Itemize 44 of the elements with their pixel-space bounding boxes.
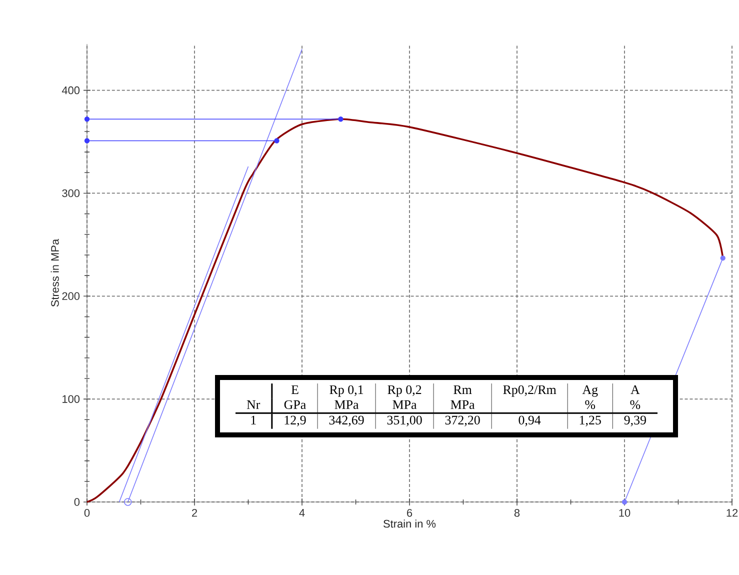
annotation: GPa xyxy=(284,400,306,410)
annotation: 351,00 xyxy=(387,416,422,426)
annotation: 372,20 xyxy=(445,416,480,426)
annotation: MPa xyxy=(392,400,417,410)
point xyxy=(124,498,132,506)
y-tick-label: 100 xyxy=(62,395,80,403)
annotation: 0,94 xyxy=(518,416,541,426)
annotation: 342,69 xyxy=(329,416,364,426)
annotation: Nr xyxy=(246,400,260,409)
point xyxy=(720,255,726,261)
y-tick-label: 0 xyxy=(74,498,80,506)
y-tick-label: 300 xyxy=(62,189,80,198)
annotation: % xyxy=(585,400,596,410)
annotation: Ag xyxy=(582,385,598,397)
annotation: 12,9 xyxy=(284,416,306,426)
line-series xyxy=(86,118,724,503)
x-axis-title: Strain in % xyxy=(384,520,436,528)
y-axis-title: Stress in MPa xyxy=(50,238,59,307)
annotation: Rp0,2/Rm xyxy=(503,385,556,397)
x-tick-label: 10 xyxy=(619,509,630,517)
annotation: 9,39 xyxy=(624,416,646,426)
annotation: MPa xyxy=(450,400,475,410)
annotation: MPa xyxy=(334,400,359,410)
x-tick-label: 0 xyxy=(84,509,90,517)
annotation: Rm xyxy=(454,385,472,394)
point xyxy=(274,138,280,144)
x-tick-label: 8 xyxy=(514,509,520,517)
point xyxy=(622,499,628,505)
annotation: 1 xyxy=(251,416,256,424)
point xyxy=(84,138,90,144)
x-tick-label: 2 xyxy=(192,509,198,517)
annotation: % xyxy=(630,400,640,410)
x-tick-label: 4 xyxy=(299,509,305,517)
point xyxy=(338,116,344,122)
y-tick-label: 200 xyxy=(62,292,80,300)
point xyxy=(84,116,90,122)
x-tick-label: 12 xyxy=(726,509,738,517)
y-tick-label: 400 xyxy=(62,86,80,94)
annotation: A xyxy=(630,385,640,394)
annotation: Rp 0,1 xyxy=(330,385,364,397)
annotation: 1,25 xyxy=(580,416,601,426)
annotation: Rp 0,2 xyxy=(388,385,422,397)
annotation: E xyxy=(291,385,298,394)
x-tick-label: 6 xyxy=(407,509,412,517)
